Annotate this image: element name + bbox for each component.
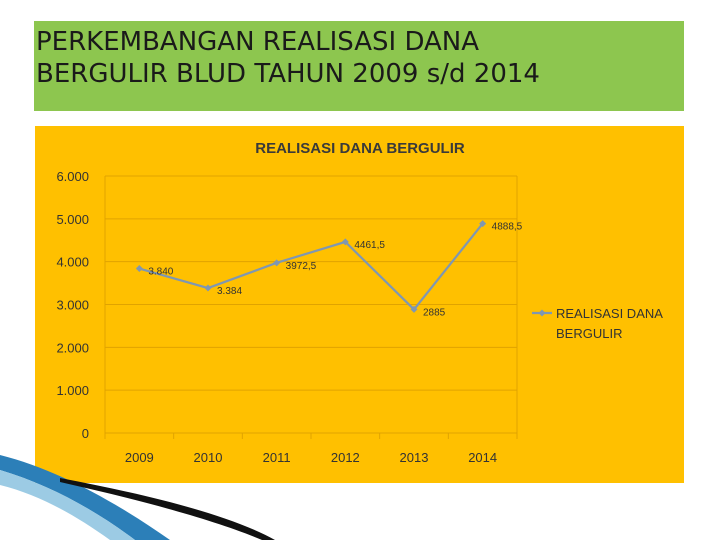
data-point xyxy=(135,265,143,273)
y-tick-label: 0 xyxy=(82,426,89,441)
data-label: 4888,5 xyxy=(492,222,523,233)
y-tick-label: 1.000 xyxy=(56,383,89,398)
x-tick-label: 2013 xyxy=(400,450,429,465)
x-tick-label: 2009 xyxy=(125,450,154,465)
data-label: 3.840 xyxy=(148,267,173,278)
chart-title: REALISASI DANA BERGULIR xyxy=(255,140,465,157)
title-background xyxy=(34,21,684,111)
chart-container: REALISASI DANA BERGULIR 0 1.000 2.000 3.000 4… xyxy=(35,126,684,483)
data-label: 3972,5 xyxy=(286,261,317,272)
legend-marker xyxy=(538,309,546,317)
x-tick-label: 2012 xyxy=(331,450,360,465)
swoosh-black-line xyxy=(60,478,275,540)
data-label: 4461,5 xyxy=(354,240,385,251)
data-label: 2885 xyxy=(423,307,446,318)
data-point xyxy=(479,220,487,228)
data-point xyxy=(204,284,212,292)
slide-title: PERKEMBANGAN REALISASI DANA BERGULIR BLU… xyxy=(36,26,676,90)
y-tick-label: 3.000 xyxy=(56,298,89,313)
data-point xyxy=(273,259,281,267)
y-tick-label: 2.000 xyxy=(56,340,89,355)
swoosh-light-band xyxy=(0,470,135,540)
slide-title-line-1: PERKEMBANGAN REALISASI DANA xyxy=(36,27,480,57)
x-tick-label: 2010 xyxy=(194,450,223,465)
series-line xyxy=(139,222,484,312)
x-tick-label: 2014 xyxy=(468,450,497,465)
legend-label-line-2: BERGULIR xyxy=(556,326,622,341)
swoosh-blue-band xyxy=(0,455,170,540)
legend-label-line-1: REALISASI DANA xyxy=(556,306,663,321)
data-point xyxy=(341,238,349,246)
y-tick-label: 5.000 xyxy=(56,212,89,227)
slide-title-line-2: BERGULIR BLUD TAHUN 2009 s/d 2014 xyxy=(36,59,540,89)
x-tick-label: 2011 xyxy=(263,450,291,465)
legend-label: REALISASI DANA BERGULIR xyxy=(556,306,663,341)
data-label: 3.384 xyxy=(217,286,242,297)
data-point xyxy=(410,305,418,313)
line-chart: REALISASI DANA BERGULIR 0 1.000 2.000 3.000 4… xyxy=(56,140,663,465)
y-tick-label: 4.000 xyxy=(56,255,89,270)
y-tick-label: 6.000 xyxy=(56,169,89,184)
